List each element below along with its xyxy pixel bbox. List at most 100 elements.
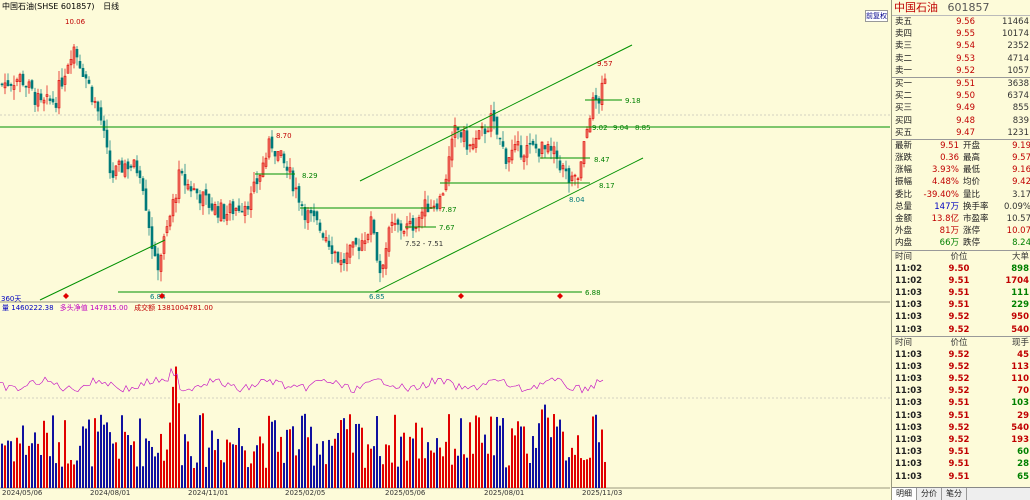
volume-bar bbox=[106, 422, 108, 488]
candle-body bbox=[177, 169, 181, 199]
ask-row[interactable]: 卖一 9.52 1057 bbox=[892, 65, 1030, 77]
volume-bar bbox=[121, 415, 123, 488]
candle-body bbox=[396, 219, 400, 225]
candle-body bbox=[468, 144, 472, 147]
ask-row[interactable]: 卖三 9.54 2352 bbox=[892, 40, 1030, 52]
candle-body bbox=[309, 209, 313, 214]
volume-bar bbox=[355, 424, 357, 488]
bid-row[interactable]: 买一 9.51 3638 bbox=[892, 78, 1030, 90]
tab-detail[interactable]: 明细 bbox=[892, 488, 917, 500]
volume-bar bbox=[19, 443, 21, 488]
kline-chart-area[interactable]: 10.06 8.70 9.57 6.84 6.85 8.29 7.87 7.67 7.52 - … bbox=[0, 0, 890, 500]
volume-bar bbox=[262, 443, 264, 488]
candle-body bbox=[540, 141, 544, 154]
candle-body bbox=[126, 161, 130, 170]
volume-bar bbox=[220, 460, 222, 488]
stat-label: 涨停 bbox=[963, 226, 981, 237]
kline-chart-svg[interactable]: 10.06 8.70 9.57 6.84 6.85 8.29 7.87 7.67 7.52 - … bbox=[0, 0, 890, 500]
panel-title: 中国石油 601857 bbox=[892, 0, 1030, 16]
volume-bar bbox=[118, 458, 120, 488]
price-annotation: 8.85 bbox=[635, 124, 651, 132]
candle-body bbox=[75, 48, 79, 58]
candle-body bbox=[102, 120, 106, 131]
volume-bar bbox=[331, 445, 333, 488]
candle-body bbox=[57, 80, 61, 109]
period-label[interactable]: 日线 bbox=[103, 2, 120, 11]
volume-bar bbox=[499, 425, 501, 488]
trade-row: 11:03 9.51 103 bbox=[892, 397, 1030, 409]
adjust-tag[interactable]: 前复权 bbox=[865, 10, 888, 22]
candle-body bbox=[519, 145, 523, 158]
stat-value: 4.48% bbox=[931, 177, 959, 188]
candle-body bbox=[189, 186, 193, 192]
col-time: 时间 bbox=[895, 337, 913, 348]
volume-bar bbox=[301, 415, 303, 488]
candle-body bbox=[510, 149, 514, 161]
volume-bar bbox=[172, 386, 174, 488]
volume-bar bbox=[97, 431, 99, 488]
trade-volume: 540 bbox=[1011, 422, 1029, 433]
tab-ticks[interactable]: 笔分 bbox=[942, 488, 967, 500]
x-label-1: 2024/08/01 bbox=[90, 489, 131, 497]
candle-body bbox=[261, 162, 265, 177]
stat-value: 147万 bbox=[934, 201, 959, 212]
trade-price: 9.51 bbox=[948, 410, 970, 421]
volume-bar bbox=[67, 463, 69, 488]
ask-row[interactable]: 卖二 9.53 4714 bbox=[892, 53, 1030, 65]
bid-label: 买五 bbox=[895, 127, 913, 138]
candle-body bbox=[525, 145, 529, 158]
bid-row[interactable]: 买二 9.50 6374 bbox=[892, 90, 1030, 102]
trade-price: 9.52 bbox=[948, 324, 970, 335]
volume-bar bbox=[523, 426, 525, 488]
candle-body bbox=[537, 148, 541, 157]
trade-volume: 103 bbox=[1011, 398, 1029, 409]
candle-body bbox=[516, 141, 520, 146]
candle-body bbox=[435, 203, 439, 210]
candle-body bbox=[597, 98, 601, 104]
trade-volume: 111 bbox=[1011, 287, 1029, 298]
price-annotation: 6.88 bbox=[585, 289, 601, 297]
candle-body bbox=[111, 170, 115, 178]
trade-volume: 113 bbox=[1011, 361, 1029, 372]
stat-label: 跌停 bbox=[963, 238, 981, 249]
candle-body bbox=[348, 244, 352, 258]
candle-body bbox=[393, 223, 397, 225]
volume-bar bbox=[586, 459, 588, 488]
bid-row[interactable]: 买三 9.49 855 bbox=[892, 102, 1030, 114]
trade-volume: 193 bbox=[1011, 435, 1029, 445]
col-price: 价位 bbox=[950, 251, 968, 262]
candle-body bbox=[339, 260, 343, 266]
rising-trendline bbox=[39, 239, 166, 301]
trade-price: 9.52 bbox=[948, 435, 970, 445]
ask-label: 卖五 bbox=[895, 17, 913, 27]
trade-row: 11:03 9.51 28 bbox=[892, 458, 1030, 470]
volume-bar bbox=[256, 445, 258, 488]
candle-body bbox=[12, 85, 16, 90]
candle-body bbox=[216, 206, 220, 218]
candle-body bbox=[42, 99, 46, 104]
candle-body bbox=[318, 222, 322, 231]
bid-row[interactable]: 买四 9.48 839 bbox=[892, 115, 1030, 127]
volume-bar bbox=[412, 438, 414, 488]
volume-bar bbox=[478, 417, 480, 488]
volume-bar bbox=[142, 466, 144, 488]
candle-body bbox=[495, 116, 499, 135]
candle-body bbox=[159, 254, 163, 272]
ask-row[interactable]: 卖五 9.56 11464 bbox=[892, 16, 1030, 28]
volume-bar bbox=[343, 418, 345, 488]
x-label-5: 2025/08/01 bbox=[484, 489, 525, 497]
stat-value: 0.09% bbox=[1003, 201, 1030, 212]
trade-price: 9.51 bbox=[948, 300, 970, 311]
volume-bar bbox=[4, 445, 6, 488]
candle-body bbox=[219, 202, 223, 222]
tab-price[interactable]: 分价 bbox=[917, 488, 942, 500]
bid-row[interactable]: 买五 9.47 1231 bbox=[892, 127, 1030, 139]
volume-bar bbox=[100, 414, 102, 488]
candle-body bbox=[579, 161, 583, 179]
ask-volume: 1057 bbox=[1007, 65, 1029, 76]
volume-bar bbox=[304, 413, 306, 488]
stat-label: 振幅 bbox=[895, 177, 913, 188]
trade-volume: 898 bbox=[1011, 263, 1029, 274]
ask-row[interactable]: 卖四 9.55 10174 bbox=[892, 28, 1030, 40]
bid-price: 9.50 bbox=[956, 91, 975, 102]
